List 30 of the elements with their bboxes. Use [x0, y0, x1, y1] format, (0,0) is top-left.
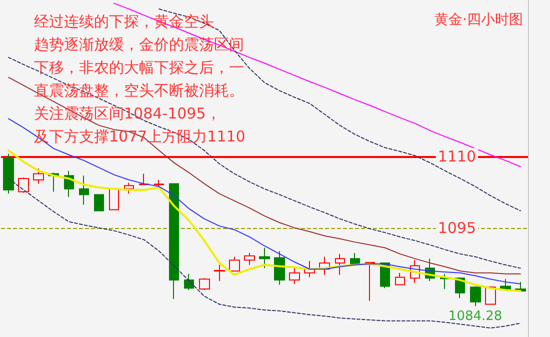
candlestick: [350, 252, 360, 264]
candlestick: [470, 286, 481, 307]
candlestick: [169, 183, 179, 300]
candlestick: [229, 256, 240, 272]
annotation: 1084.28: [448, 309, 502, 324]
candlestick: [94, 194, 104, 212]
candlestick: [154, 179, 164, 188]
candlestick: [18, 177, 29, 194]
candlestick: [3, 153, 14, 194]
candlestick: [395, 272, 405, 286]
candlestick: [259, 247, 270, 269]
candlestick: [214, 264, 225, 282]
line-series: [8, 149, 522, 292]
candlestick: [274, 250, 285, 286]
text: 黄金·四小时图: [434, 12, 524, 28]
candlestick: [335, 253, 345, 276]
candlestick: [244, 252, 255, 266]
candlestick: [289, 268, 300, 284]
candlestick: [500, 278, 511, 291]
candlestick: [33, 168, 44, 184]
line-series: [8, 178, 521, 328]
y-tick-label: 1110: [438, 148, 476, 166]
candlestick: [365, 262, 375, 302]
annotation: 下移，非农的大幅下探之后，一: [34, 58, 244, 76]
candlestick: [184, 273, 194, 291]
candlestick: [79, 175, 89, 206]
y-tick-label: 1095: [438, 218, 476, 237]
candlestick: [109, 188, 119, 210]
candlestick: [124, 182, 134, 194]
candlestick: [199, 278, 210, 291]
